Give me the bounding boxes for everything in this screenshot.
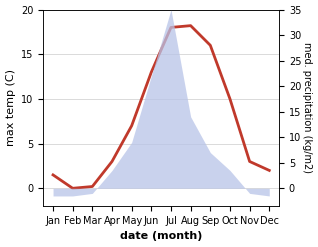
X-axis label: date (month): date (month) (120, 231, 202, 242)
Y-axis label: max temp (C): max temp (C) (5, 69, 16, 146)
Y-axis label: med. precipitation (kg/m2): med. precipitation (kg/m2) (302, 42, 313, 173)
